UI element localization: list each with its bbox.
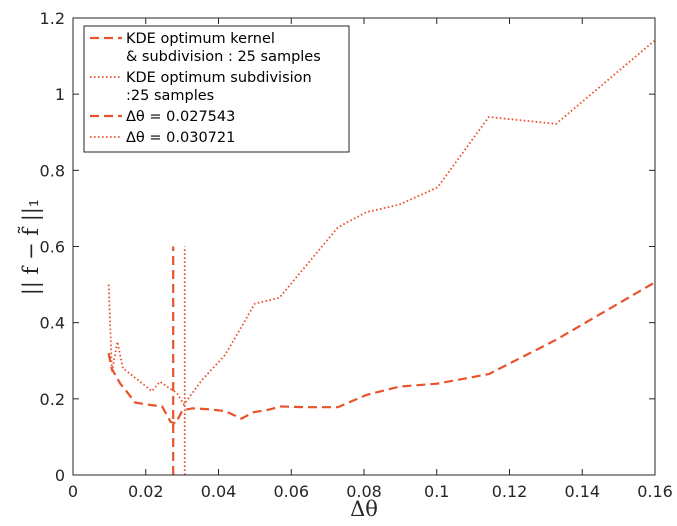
x-axis-label: Δθ [350,497,378,521]
series-layer [107,40,655,475]
legend: KDE optimum kernel & subdivision : 25 sam… [83,25,350,153]
legend-label-3: Δθ = 0.027543 [126,109,235,125]
y-tick-label: 0.2 [40,390,65,409]
y-ticks: 0 0.2 0.4 0.6 0.8 1 1.2 [40,9,655,485]
legend-label-4: Δθ = 0.030721 [126,130,235,146]
legend-entries: KDE optimum kernel & subdivision : 25 sam… [90,31,321,146]
y-tick-label: 0.4 [40,314,65,333]
y-axis-label: || f − f̃ ||₁ [18,199,44,296]
y-tick-label: 0.6 [40,238,65,257]
legend-label-1: & subdivision : 25 samples [126,49,321,65]
legend-label-2: :25 samples [126,88,214,104]
legend-box [83,25,350,153]
x-tick-label: 0.16 [637,482,673,501]
y-tick-label: 1 [55,85,65,104]
x-tick-label: 0.06 [273,482,309,501]
x-tick-label: 0.04 [201,482,237,501]
x-tick-label: 0.14 [564,482,600,501]
y-tick-label: 1.2 [40,9,65,28]
x-tick-label: 0 [68,482,78,501]
legend-label-2: KDE optimum subdivision [126,70,312,86]
x-tick-label: 0.12 [492,482,528,501]
x-tick-label: 0.02 [128,482,164,501]
x-ticks: 0 0.02 0.04 0.06 0.08 0.1 0.12 0.14 0.16 [68,18,673,501]
legend-label-1: KDE optimum kernel [126,31,275,47]
x-tick-label: 0.08 [346,482,382,501]
series-1-line [107,281,655,425]
y-tick-label: 0 [55,466,65,485]
x-tick-label: 0.1 [424,482,449,501]
y-tick-label: 0.8 [40,161,65,180]
series-2-line [107,40,655,407]
